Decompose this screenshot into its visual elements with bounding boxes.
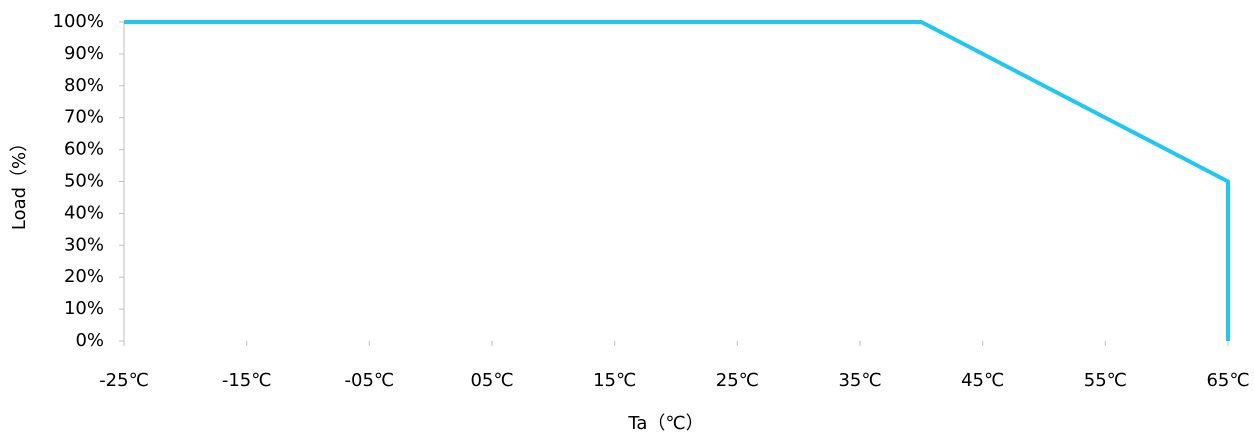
y-tick-label: 80% xyxy=(64,75,104,96)
y-tick-label: 70% xyxy=(64,107,104,128)
x-tick-label: -25℃ xyxy=(99,370,149,391)
x-tick-label: 55℃ xyxy=(1084,370,1127,391)
x-tick-label: 35℃ xyxy=(838,370,881,391)
y-tick-label: 100% xyxy=(53,11,104,32)
y-tick-label: 50% xyxy=(64,171,104,192)
x-tick-label: -05℃ xyxy=(345,370,395,391)
x-tick-label: 15℃ xyxy=(593,370,636,391)
x-tick-label: 25℃ xyxy=(716,370,759,391)
x-axis-title: Ta（℃） xyxy=(627,413,703,434)
y-tick-label: 60% xyxy=(64,139,104,160)
y-tick-label: 20% xyxy=(64,266,104,287)
y-tick-label: 0% xyxy=(75,330,104,351)
y-axis-title: Load（%） xyxy=(9,134,30,230)
data-line xyxy=(124,20,1230,341)
y-tick-label: 30% xyxy=(64,234,104,255)
x-tick-label: 05℃ xyxy=(470,370,513,391)
y-tick-label: 40% xyxy=(64,202,104,223)
x-tick-label: -15℃ xyxy=(222,370,272,391)
y-tick-label: 10% xyxy=(64,298,104,319)
x-tick-label: 45℃ xyxy=(961,370,1004,391)
x-tick-label: 65℃ xyxy=(1206,370,1249,391)
y-tick-label: 90% xyxy=(64,43,104,64)
